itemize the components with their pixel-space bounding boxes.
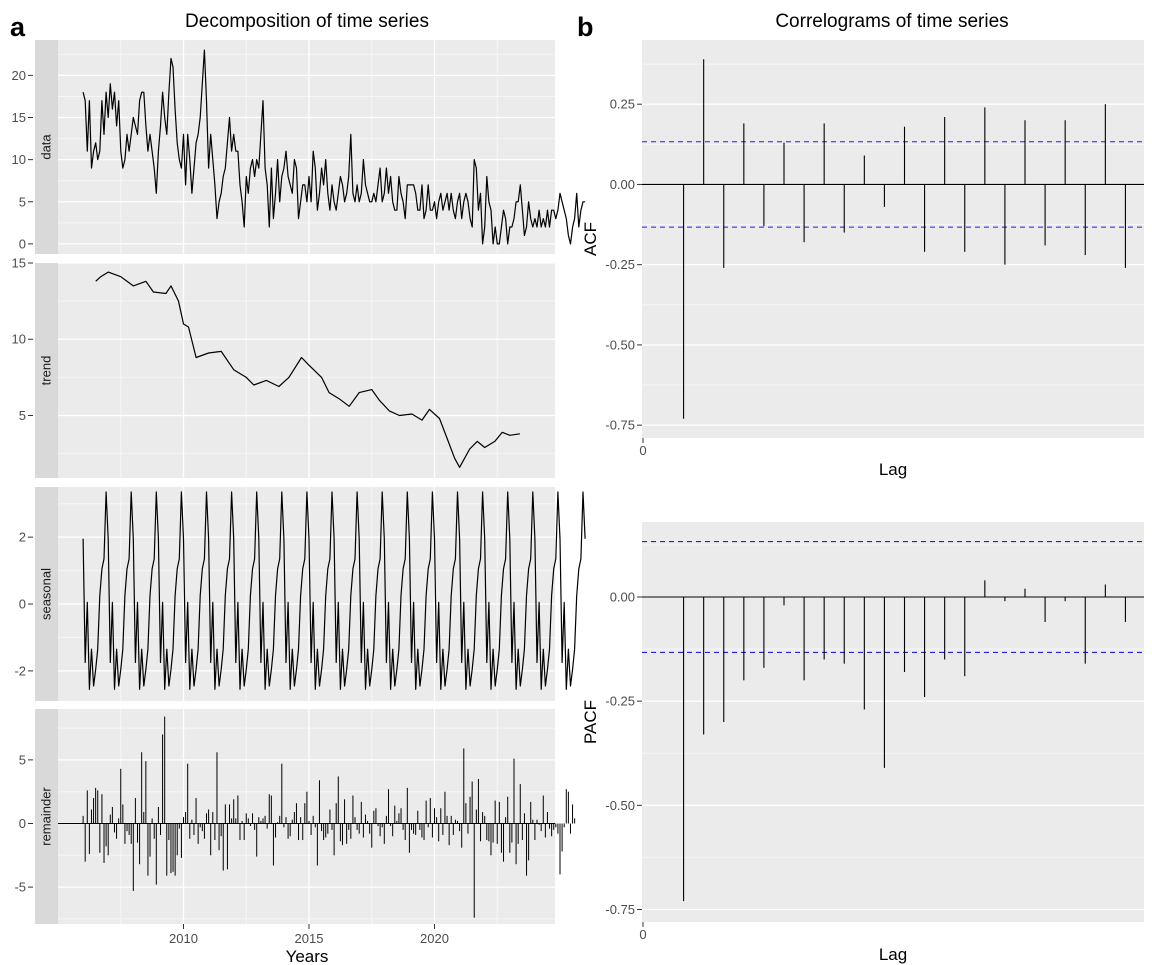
data-line	[82, 49, 586, 245]
strip-label-remainder: remainder	[39, 787, 54, 846]
panel-b-letter: b	[577, 12, 594, 42]
y-tick-label: 15	[12, 256, 26, 271]
x-tick-label: 2020	[420, 931, 449, 946]
pacf-x-axis-title: Lag	[879, 945, 907, 964]
pacf-y-axis-title: PACF	[581, 700, 600, 744]
facet-seasonal: seasonal -2 0 2	[14, 487, 586, 701]
seasonal-line	[82, 491, 586, 690]
y-tick-label: 0.00	[610, 590, 635, 605]
trend-line	[95, 271, 520, 468]
y-tick-label: -0.75	[605, 902, 635, 917]
acf-plot: -0.75 -0.50 -0.25 0.00 0.25 0 Lag ACF	[581, 40, 1144, 479]
acf-x-axis-title: Lag	[879, 460, 907, 479]
y-tick-label: 5	[19, 752, 26, 767]
facet-strip	[35, 709, 58, 924]
y-tick-label: 0	[19, 816, 26, 831]
y-tick-label: 20	[12, 68, 26, 83]
acf-y-axis-title: ACF	[581, 222, 600, 256]
facet-remainder: remainder -5 0 5	[14, 709, 576, 924]
y-tick-label: 5	[19, 194, 26, 209]
acf-background	[642, 40, 1144, 438]
y-tick-label: 10	[12, 332, 26, 347]
y-tick-label: -5	[14, 880, 26, 895]
decomposition-plot: data 0 5 10 15 20 trend 5 10 15 seasonal -2 0 2 remain…	[12, 40, 586, 946]
x-tick-label: 0	[639, 927, 646, 942]
x-tick-label: 2015	[295, 931, 324, 946]
strip-label-data: data	[39, 134, 54, 160]
y-tick-label: -0.25	[605, 257, 635, 272]
strip-label-seasonal: seasonal	[39, 568, 54, 620]
panel-a-title: Decomposition of time series	[185, 11, 429, 32]
facet-background	[58, 40, 555, 254]
x-tick-label: 0	[639, 443, 646, 458]
facet-background	[58, 263, 555, 478]
x-tick-label: 2010	[169, 931, 198, 946]
y-tick-label: 15	[12, 110, 26, 125]
pacf-plot: -0.75 -0.50 -0.25 0.00 0 Lag PACF	[581, 522, 1144, 964]
y-tick-label: -0.25	[605, 694, 635, 709]
y-tick-label: 5	[19, 408, 26, 423]
y-tick-label: -2	[14, 663, 26, 678]
facet-strip	[35, 40, 58, 254]
y-tick-label: 2	[19, 530, 26, 545]
y-tick-label: 0.00	[610, 177, 635, 192]
y-tick-label: 0	[19, 236, 26, 251]
y-tick-label: -0.50	[605, 798, 635, 813]
y-tick-label: -0.75	[605, 418, 635, 433]
y-tick-label: 0.25	[610, 97, 635, 112]
y-tick-label: 0	[19, 597, 26, 612]
pacf-background	[642, 522, 1144, 922]
panel-a-letter: a	[10, 12, 26, 42]
facet-data: data 0 5 10 15 20	[12, 40, 586, 254]
facet-trend: trend 5 10 15	[12, 256, 555, 478]
x-axis-title-years: Years	[286, 947, 329, 965]
facet-strip	[35, 487, 58, 701]
panel-b-title: Correlograms of time series	[775, 11, 1008, 32]
y-tick-label: 10	[12, 152, 26, 167]
y-tick-label: -0.50	[605, 337, 635, 352]
strip-label-trend: trend	[39, 356, 54, 386]
facet-strip	[35, 263, 58, 478]
